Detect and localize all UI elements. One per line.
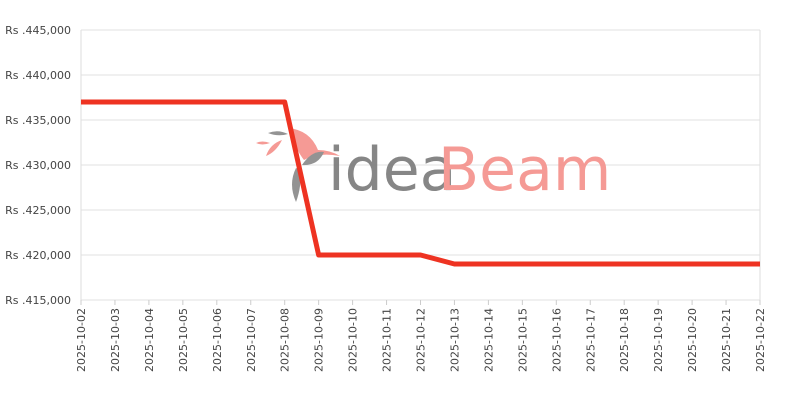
x-tick-label: 2025-10-04 [143, 308, 156, 372]
x-tick-label: 2025-10-17 [584, 308, 597, 372]
ideabeam-watermark-logo: idea Beam [256, 128, 611, 205]
x-tick-label: 2025-10-15 [516, 308, 529, 372]
x-tick-label: 2025-10-22 [754, 308, 767, 372]
x-tick-label: 2025-10-20 [686, 308, 699, 372]
x-tick-label: 2025-10-08 [279, 308, 292, 372]
x-tick-label: 2025-10-18 [618, 308, 631, 372]
x-tick-label: 2025-10-03 [109, 308, 122, 372]
x-tick-label: 2025-10-05 [177, 308, 190, 372]
x-tick-label: 2025-10-10 [347, 308, 360, 372]
x-tick-label: 2025-10-19 [652, 308, 665, 372]
x-tick-label: 2025-10-02 [75, 308, 88, 372]
y-tick-label: Rs .440,000 [5, 69, 71, 82]
x-tick-label: 2025-10-14 [482, 308, 495, 372]
y-tick-label: Rs .430,000 [5, 159, 71, 172]
x-tick-label: 2025-10-21 [720, 308, 733, 372]
y-tick-label: Rs .415,000 [5, 294, 71, 307]
watermark-text-beam: Beam [438, 135, 611, 205]
price-series-line [81, 99, 760, 267]
x-tick-label: 2025-10-11 [381, 308, 394, 372]
y-tick-label: Rs .420,000 [5, 249, 71, 262]
y-tick-label: Rs .445,000 [5, 24, 71, 37]
x-tick-label: 2025-10-12 [415, 308, 428, 372]
x-tick-label: 2025-10-13 [448, 308, 461, 372]
grid [80, 29, 761, 301]
watermark-text-idea: idea [328, 135, 456, 205]
x-tick-label: 2025-10-06 [211, 308, 224, 372]
y-tick-label: Rs .435,000 [5, 114, 71, 127]
x-tick-label: 2025-10-16 [550, 308, 563, 372]
x-tick-label: 2025-10-07 [245, 308, 258, 372]
x-tick-label: 2025-10-09 [313, 308, 326, 372]
y-tick-label: Rs .425,000 [5, 204, 71, 217]
bird-icon [256, 128, 340, 202]
